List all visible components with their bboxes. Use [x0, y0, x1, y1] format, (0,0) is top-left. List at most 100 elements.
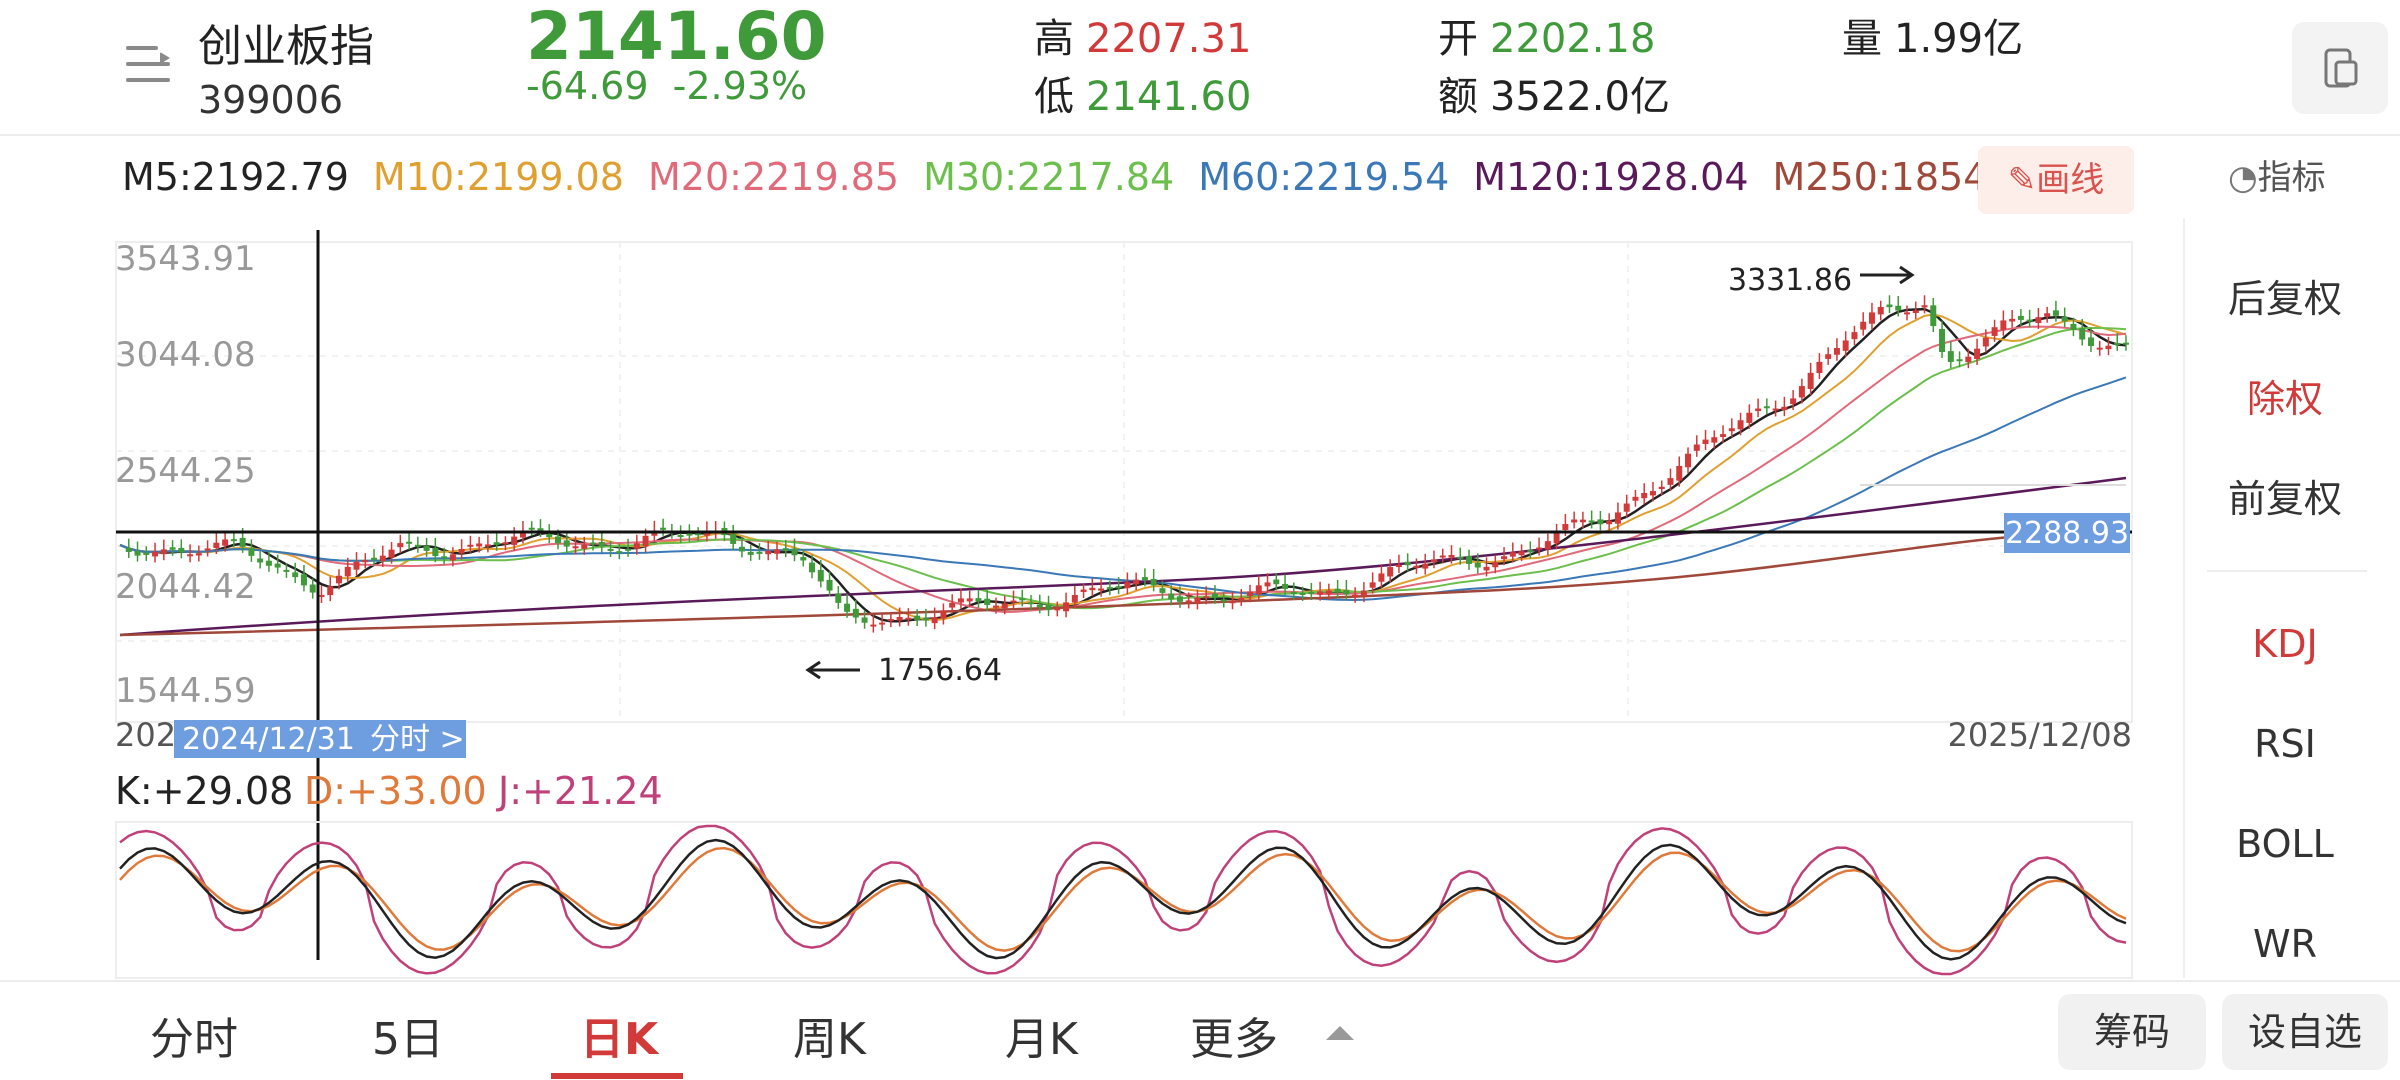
candle-body — [1641, 492, 1648, 499]
tab-daily-k[interactable]: 日K — [580, 1014, 659, 1065]
candle-body — [598, 542, 605, 547]
candle-body — [1982, 337, 1989, 347]
tab-weekly-k[interactable]: 周K — [793, 1014, 866, 1065]
candle-body — [730, 534, 737, 544]
candle-body — [406, 541, 413, 544]
ma-legend-item: M20:2219.85 — [648, 155, 900, 199]
candle-body — [1781, 406, 1788, 411]
low-mark-label: 1756.64 — [878, 653, 1002, 688]
menu-icon[interactable] — [118, 40, 178, 90]
candle-body — [1176, 596, 1183, 602]
candle-body — [309, 584, 316, 593]
adjust-option-forward[interactable]: 前复权 — [2227, 477, 2342, 521]
caret-up-icon[interactable] — [1326, 1026, 1354, 1040]
minute-link[interactable]: 分时 > — [370, 722, 465, 757]
candle-body — [1036, 604, 1043, 608]
candle-body — [861, 617, 868, 623]
high-label: 高 — [1034, 16, 1074, 62]
candle-body — [414, 544, 421, 547]
candle-body — [1247, 591, 1254, 597]
candle-body — [922, 618, 929, 621]
index-name: 创业板指 — [198, 21, 374, 72]
candle-body — [1273, 579, 1280, 585]
ma-line — [119, 313, 2127, 621]
current-price: 2141.60 — [526, 0, 827, 75]
candle-body — [1842, 340, 1849, 351]
index-code: 399006 — [198, 78, 344, 122]
candle-body — [1168, 593, 1175, 600]
candle-body — [528, 527, 535, 530]
candle-body — [1755, 408, 1762, 412]
candle-body — [773, 549, 780, 554]
tab-more[interactable]: 更多 — [1190, 1014, 1278, 1065]
candle-body — [195, 553, 202, 556]
candle-body — [1720, 434, 1727, 437]
ma-legend-item: M60:2219.54 — [1198, 155, 1450, 199]
indicator-option-kdj[interactable]: KDJ — [2252, 622, 2318, 666]
tab-5day[interactable]: 5日 — [372, 1014, 444, 1065]
candle-body — [975, 598, 982, 602]
crosshair-price-label: 2288.93 — [2005, 516, 2129, 551]
low-label: 低 — [1034, 74, 1074, 120]
candle-body — [379, 555, 386, 562]
candle-body — [2009, 318, 2016, 322]
candle-body — [1080, 589, 1087, 592]
candle-body — [1133, 579, 1140, 585]
add-watchlist-button[interactable]: 设自选 — [2222, 994, 2388, 1070]
candle-body — [519, 530, 526, 538]
candle-body — [1395, 564, 1402, 568]
candle-body — [1448, 555, 1455, 558]
crosshair-date-tag[interactable] — [174, 720, 466, 758]
tab-monthly-k[interactable]: 月K — [1005, 1014, 1078, 1065]
candle-body — [1028, 602, 1035, 605]
kdj-k-line — [119, 838, 2127, 961]
low-mark-arrow — [805, 660, 860, 680]
candle-body — [1851, 332, 1858, 340]
indicator-option-rsi[interactable]: RSI — [2254, 722, 2316, 766]
candle-body — [1685, 453, 1692, 468]
candle-body — [957, 598, 964, 603]
candle-body — [747, 551, 754, 555]
candle-body — [458, 549, 465, 554]
candle-body — [817, 569, 824, 582]
candle-body — [1597, 519, 1604, 525]
candle-body — [1378, 573, 1385, 582]
volume-label: 量 — [1842, 16, 1882, 62]
candle-body — [1912, 310, 1919, 314]
candle-body — [2070, 323, 2077, 331]
candle-body — [581, 544, 588, 549]
low-value: 2141.60 — [1086, 74, 1252, 120]
candle-body — [1457, 556, 1464, 559]
adjust-option-ex-right[interactable]: 除权 — [2246, 377, 2323, 421]
candle-body — [800, 557, 807, 561]
price-change: -64.69 -2.93% — [526, 64, 807, 108]
candle-body — [1623, 503, 1630, 512]
candle-body — [677, 535, 684, 538]
candle-body — [204, 548, 211, 551]
high-stat: 高 2207.31 — [1034, 6, 1251, 64]
ma-legend-item: M30:2217.84 — [923, 155, 1175, 199]
candle-body — [546, 533, 553, 538]
rotate-screen-button[interactable] — [2292, 22, 2388, 114]
indicator-button[interactable]: ◔指标 — [2228, 150, 2326, 199]
chips-button[interactable]: 筹码 — [2058, 994, 2206, 1070]
open-value: 2202.18 — [1490, 16, 1656, 62]
candle-body — [1220, 599, 1227, 602]
candle-body — [1921, 305, 1928, 308]
draw-line-button[interactable]: ✎画线 — [1978, 146, 2134, 214]
candle-body — [2087, 337, 2094, 346]
indicator-option-wr[interactable]: WR — [2253, 922, 2317, 962]
candle-body — [371, 557, 378, 560]
candle-body — [265, 560, 272, 566]
kdj-j-line — [119, 824, 2127, 976]
kline-chart[interactable]: 3543.91 3044.08 2544.25 2044.42 1544.59 … — [0, 220, 2183, 990]
ma-legend-item: M10:2199.08 — [372, 155, 624, 199]
indicator-option-boll[interactable]: BOLL — [2236, 822, 2334, 866]
y-tick-label: 3543.91 — [115, 239, 256, 279]
tab-minute[interactable]: 分时 — [150, 1014, 238, 1065]
change-value: -64.69 — [526, 64, 649, 108]
pencil-icon: ✎ — [2007, 160, 2037, 200]
candle-body — [563, 540, 570, 547]
candle-body — [660, 527, 667, 530]
adjust-option-back[interactable]: 后复权 — [2227, 277, 2342, 321]
